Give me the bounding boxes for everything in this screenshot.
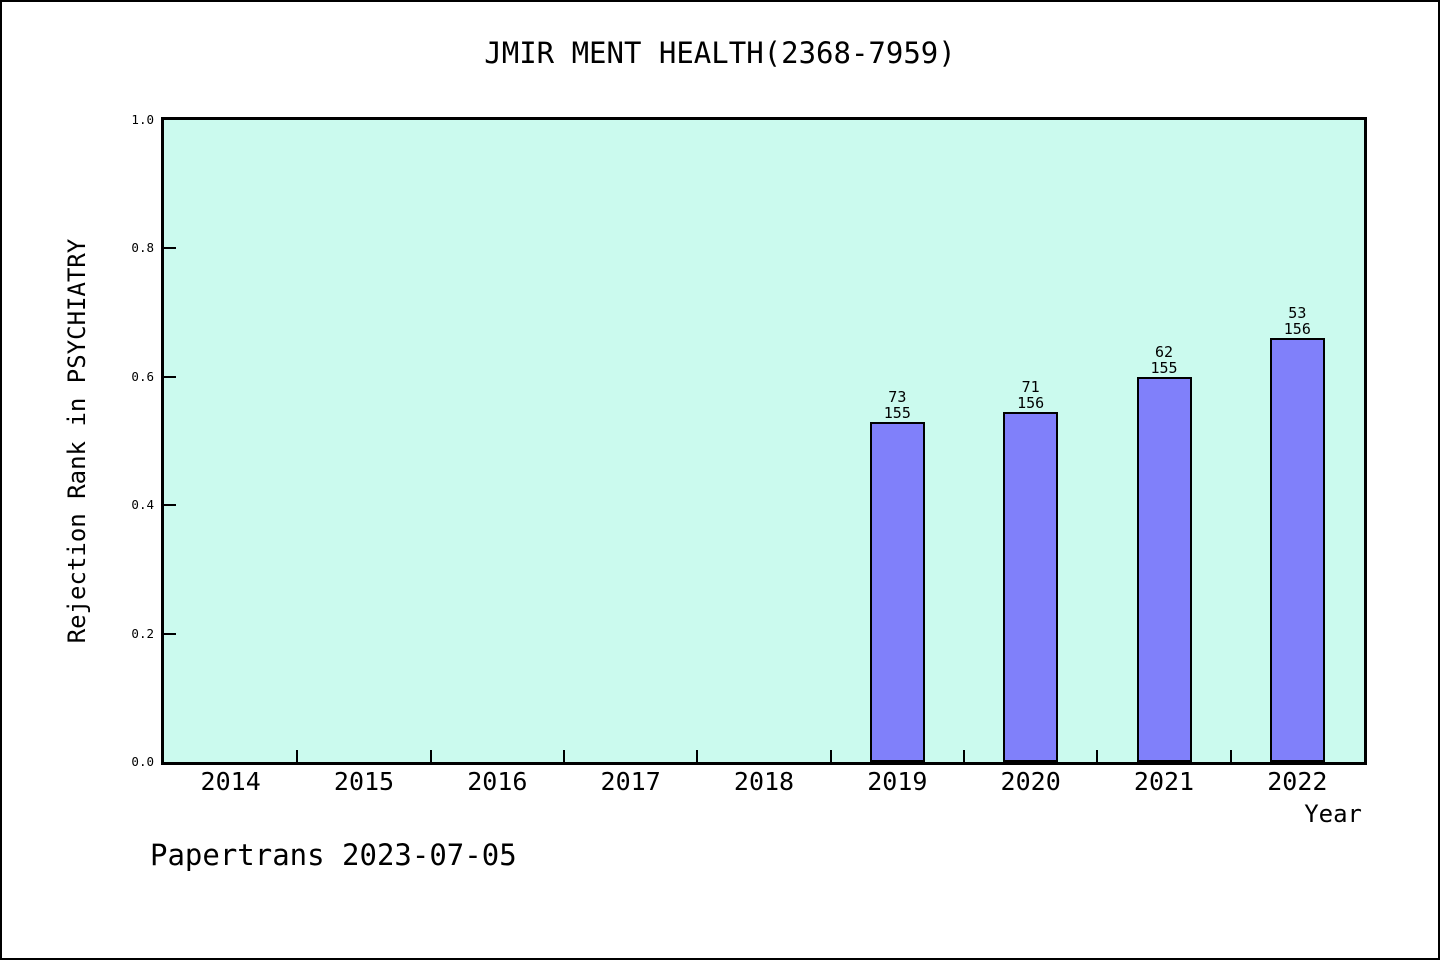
y-tick-mark [164,247,176,250]
x-tick-label: 2015 [333,767,395,796]
bar-value-label: 73 155 [883,388,911,422]
bar [1003,412,1059,762]
x-tick-label: 2021 [1133,767,1195,796]
bar [1269,338,1325,762]
y-tick-mark [164,632,176,635]
x-tick-mark [696,750,699,762]
y-tick-label: 0.4 [131,497,154,513]
x-tick-mark [1229,750,1232,762]
y-tick-label: 0.8 [131,240,154,256]
y-tick-label: 0.2 [131,625,154,641]
plot-area: 73 155 71 156 62 155 53 156 [161,117,1367,765]
y-tick-mark [164,375,176,378]
watermark-text: Papertrans 2023-07-05 [150,838,517,872]
x-tick-label: 2019 [867,767,928,796]
x-tick-label: 2014 [200,767,261,796]
x-tick-mark [829,750,832,762]
bar-value-label: 62 155 [1150,343,1178,377]
x-tick-mark [429,750,432,762]
bar [869,422,925,762]
y-tick-label: 0.0 [131,754,154,769]
x-tick-label: 2016 [467,767,528,796]
x-tick-mark [1096,750,1099,762]
x-tick-label: 2020 [1000,767,1061,796]
bar-value-label: 53 156 [1283,304,1311,338]
x-tick-mark [296,750,299,762]
x-tick-label: 2022 [1267,767,1328,796]
bar [1136,377,1192,762]
chart-title: JMIR MENT HEALTH(2368-7959) [484,36,956,70]
x-tick-label: 2018 [733,767,795,796]
x-axis-label: Year [1304,800,1362,828]
x-tick-label: 2017 [600,767,661,796]
x-tick-mark [963,750,965,762]
y-tick-label: 1.0 [131,112,154,127]
x-tick-mark [563,750,565,762]
bar-value-label: 71 156 [1017,378,1045,412]
y-tick-label: 0.6 [131,368,154,384]
y-axis-label: Rejection Rank in PSYCHIATRY [63,238,91,644]
y-tick-mark [164,504,176,507]
